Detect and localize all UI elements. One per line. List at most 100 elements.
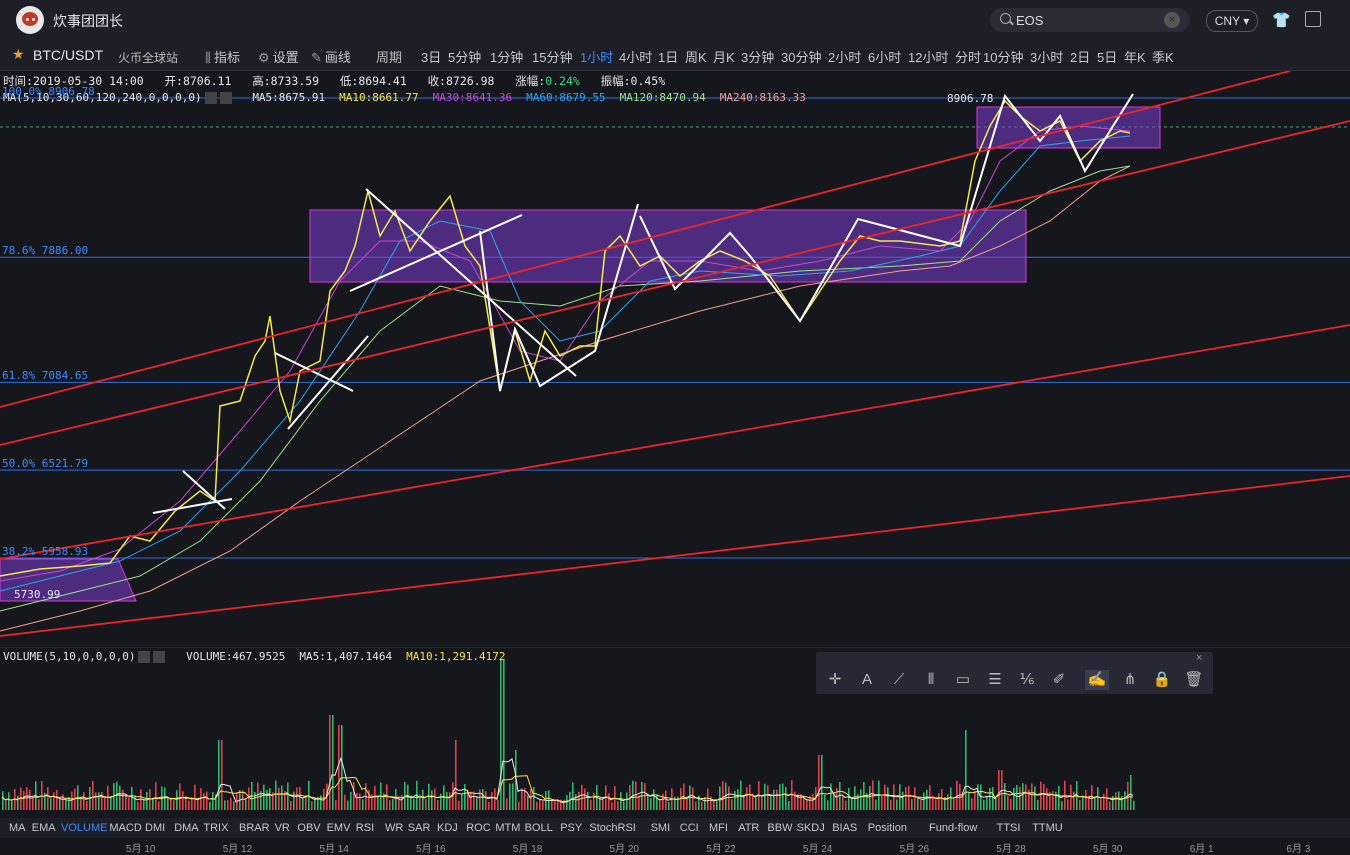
indicator-tab[interactable]: MTM <box>495 822 521 834</box>
indicator-tab[interactable]: RSI <box>355 822 375 834</box>
wave-annotation[interactable] <box>639 93 1134 323</box>
trend-line[interactable] <box>0 71 1291 408</box>
indicator-tab[interactable]: OBV <box>297 822 321 834</box>
indicator-tab[interactable]: BRAR <box>239 822 270 834</box>
avatar[interactable] <box>16 6 44 34</box>
indicator-tab[interactable]: WR <box>385 822 404 834</box>
indicator-tab[interactable]: SMI <box>650 822 671 834</box>
rectangle-icon[interactable]: ▭ <box>955 671 971 688</box>
pen-icon[interactable]: ✍ <box>1085 670 1109 690</box>
indicator-tab[interactable]: BIAS <box>832 822 858 834</box>
trash-icon[interactable]: 🗑 <box>1184 671 1204 688</box>
star-icon[interactable]: ★ <box>12 46 25 62</box>
indicator-tab[interactable]: BOLL <box>524 822 553 834</box>
period-option[interactable]: 5日 <box>1097 50 1118 65</box>
period-option[interactable]: 2日 <box>1070 50 1091 65</box>
indicator-tab[interactable]: VOLUME <box>61 822 108 834</box>
period-option[interactable]: 4小时 <box>619 50 653 65</box>
period-option[interactable]: 季K <box>1152 50 1174 65</box>
line-tool-icon[interactable]: ⟋ <box>893 671 905 688</box>
wave-annotation[interactable] <box>479 203 639 392</box>
indicator-tab[interactable]: EMV <box>326 822 351 834</box>
clear-search-icon[interactable]: × <box>1164 12 1180 28</box>
period-option[interactable]: 3分钟 <box>741 50 775 65</box>
draw-line-button[interactable]: ✎ 画线 <box>311 47 351 66</box>
measure-icon[interactable]: ⅙ <box>1019 671 1035 688</box>
volume-bar <box>677 796 679 810</box>
indicator-tab[interactable]: TTSI <box>996 822 1021 834</box>
fib-retracement-icon[interactable]: ☰ <box>988 671 1002 688</box>
settings-icon[interactable] <box>204 92 217 104</box>
period-option[interactable]: 月K <box>713 50 735 65</box>
candlestick-chart[interactable] <box>0 71 1350 646</box>
annotation-line[interactable] <box>182 470 226 510</box>
search-input[interactable] <box>1016 12 1156 28</box>
volume-chart[interactable] <box>0 647 1350 818</box>
volume-bar <box>1121 795 1123 810</box>
annotation-line[interactable] <box>365 188 577 377</box>
pattern-icon[interactable]: ⋔ <box>1123 671 1137 688</box>
period-option[interactable]: 周K <box>685 50 707 65</box>
indicator-tab[interactable]: SAR <box>407 822 431 834</box>
settings-button[interactable]: ⚙ 设置 <box>258 47 299 66</box>
period-option[interactable]: 2小时 <box>828 50 862 65</box>
indicator-tab[interactable]: PSY <box>560 822 583 834</box>
indicator-tab[interactable]: DMI <box>145 822 166 834</box>
indicator-tab[interactable]: MACD <box>109 822 142 834</box>
indicator-tab[interactable]: TTMU <box>1032 822 1063 834</box>
indicator-tab[interactable]: Position <box>867 822 907 834</box>
period-option[interactable]: 年K <box>1124 50 1146 65</box>
annotation-line[interactable] <box>274 352 354 392</box>
period-option[interactable]: 3小时 <box>1030 50 1064 65</box>
period-option[interactable]: 12小时 <box>908 50 949 65</box>
lock-icon[interactable]: 🔒 <box>1152 671 1172 688</box>
indicator-tab[interactable]: Fund-flow <box>929 822 978 834</box>
volume-bar <box>629 785 631 810</box>
period-option[interactable]: 15分钟 <box>532 50 573 65</box>
indicator-tab[interactable]: ROC <box>466 822 491 834</box>
indicator-tab[interactable]: SKDJ <box>796 822 825 834</box>
range-box[interactable] <box>309 209 1027 283</box>
period-option[interactable]: 1小时 <box>580 50 614 65</box>
indicator-tab[interactable]: CCI <box>679 822 699 834</box>
indicator-tab[interactable]: StochRSI <box>589 822 636 834</box>
close-icon[interactable] <box>153 651 166 663</box>
indicator-tab[interactable]: ATR <box>738 822 760 834</box>
annotation-line[interactable] <box>152 498 233 514</box>
period-option[interactable]: 分时 <box>955 50 982 65</box>
crosshair-icon[interactable]: ✛ <box>828 671 842 688</box>
period-option[interactable]: 30分钟 <box>781 50 822 65</box>
annotation-line[interactable] <box>287 335 369 430</box>
settings-icon[interactable] <box>138 651 151 663</box>
period-option[interactable]: 1分钟 <box>490 50 524 65</box>
indicator-tab[interactable]: VR <box>274 822 290 834</box>
annotation-line[interactable] <box>349 214 523 292</box>
period-option[interactable]: 3日 <box>421 50 442 65</box>
parallel-lines-icon[interactable]: ⦀ <box>927 671 935 688</box>
trend-line[interactable] <box>0 120 1350 446</box>
indicator-tab[interactable]: BBW <box>767 822 793 834</box>
currency-select[interactable]: CNY ▾ <box>1206 10 1258 32</box>
indicator-tab[interactable]: KDJ <box>437 822 458 834</box>
indicator-tab[interactable]: EMA <box>31 822 56 834</box>
volume-bar <box>491 791 493 810</box>
period-option[interactable]: 6小时 <box>868 50 902 65</box>
close-icon[interactable] <box>219 92 232 104</box>
volume-bar <box>881 796 883 810</box>
indicator-tab[interactable]: TRIX <box>203 822 229 834</box>
period-option[interactable]: 10分钟 <box>983 50 1024 65</box>
trend-line[interactable] <box>0 475 1350 637</box>
shirt-icon[interactable]: 👕 <box>1272 12 1291 29</box>
period-option[interactable]: 5分钟 <box>448 50 482 65</box>
text-tool-icon[interactable]: A <box>861 671 872 688</box>
trend-line[interactable] <box>0 324 1350 560</box>
period-option[interactable]: 1日 <box>658 50 679 65</box>
close-icon[interactable]: × <box>1196 652 1203 664</box>
indicator-tab[interactable]: MFI <box>709 822 728 834</box>
indicator-tab[interactable]: DMA <box>174 822 199 834</box>
expand-icon[interactable] <box>1305 11 1321 27</box>
indicator-button[interactable]: ⫼ 指标 <box>205 47 240 66</box>
pair-title[interactable]: BTC/USDT <box>33 47 103 63</box>
ruler-icon[interactable]: ✐ <box>1052 671 1066 688</box>
indicator-tab[interactable]: MA <box>9 822 26 834</box>
